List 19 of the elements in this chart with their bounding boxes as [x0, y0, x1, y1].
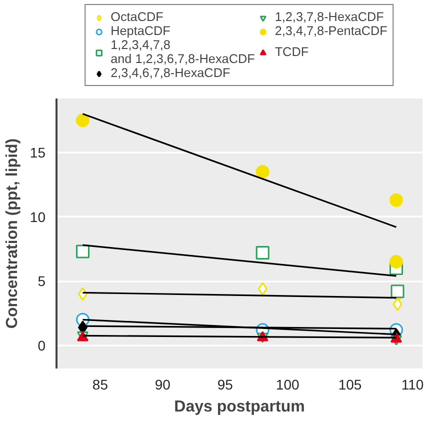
legend-label: OctaCDF — [110, 10, 164, 24]
x-axis-title: Days postpartum — [174, 398, 305, 416]
x-tick-label: 85 — [92, 376, 108, 392]
x-tick-label: 105 — [338, 376, 362, 392]
y-tick-label: 10 — [30, 208, 46, 225]
legend-label: TCDF — [274, 45, 309, 59]
x-tick-label: 100 — [276, 376, 300, 392]
x-tick-label: 110 — [401, 376, 424, 392]
legend-label: 2,3,4,6,7,8-HexaCDF — [110, 66, 230, 80]
legend-label: HeptaCDF — [110, 24, 170, 38]
legend-label: 2,3,4,7,8-PentaCDF — [274, 24, 388, 38]
y-axis-title: Concentration (ppt, lipid) — [4, 138, 21, 329]
legend-label: 1,2,3,7,8-HexaCDF — [274, 10, 384, 24]
y-tick-label: 5 — [38, 273, 46, 290]
y-tick-label: 0 — [38, 337, 46, 354]
legend-label: 1,2,3,4,7,8 and 1,2,3,6,7,8-HexaCDF — [110, 38, 255, 66]
y-tick-label: 15 — [30, 144, 46, 160]
x-tick-label: 95 — [217, 376, 234, 392]
x-tick-label: 90 — [154, 376, 171, 392]
